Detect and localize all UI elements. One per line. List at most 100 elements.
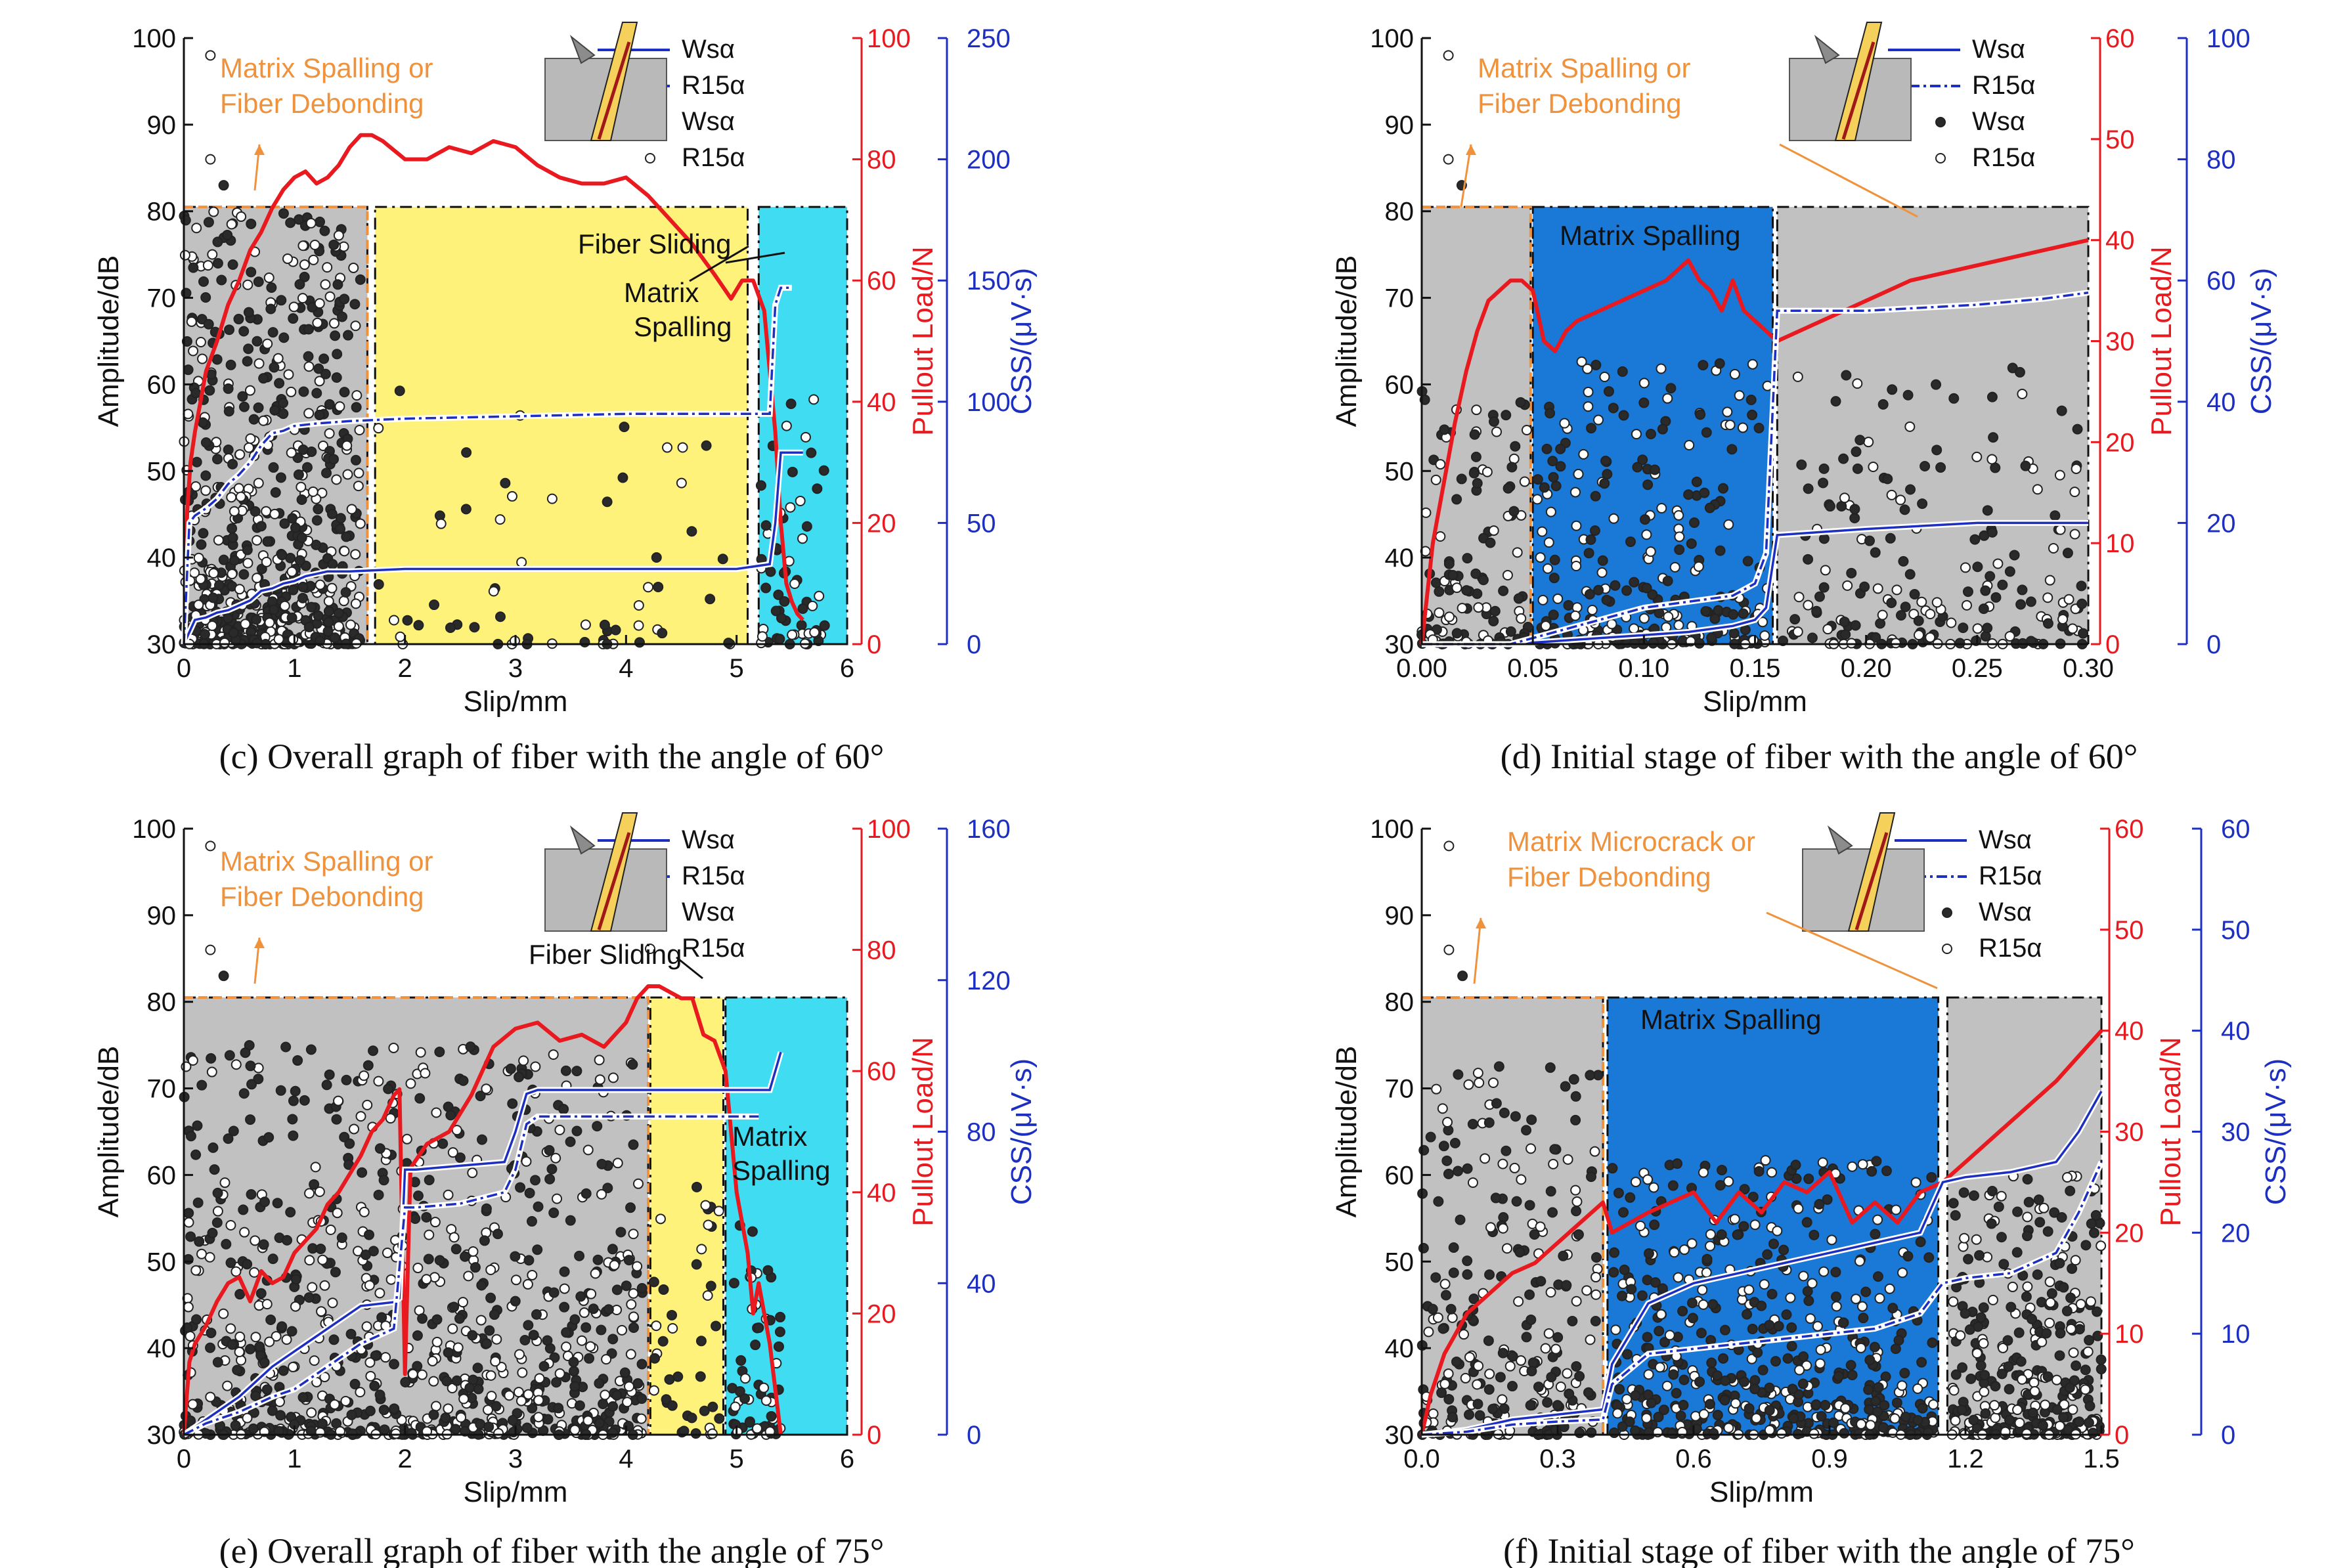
x-axis-title: Slip/mm <box>464 1476 568 1508</box>
ae-point-r15a <box>1872 583 1883 594</box>
css-axis-tick-label: 100 <box>2206 24 2250 53</box>
ae-point-wsa <box>443 1347 454 1358</box>
ae-point-wsa <box>739 1393 751 1404</box>
ae-point-wsa <box>1870 547 1881 558</box>
ae-point-wsa <box>2065 1185 2076 1196</box>
ae-point-wsa <box>209 1164 220 1175</box>
css-axis-tick-label: 80 <box>967 1118 996 1147</box>
ae-point-r15a <box>522 1278 533 1290</box>
ae-point-wsa <box>1931 379 1942 390</box>
ae-point-r15a <box>299 259 310 271</box>
ae-outlier-point <box>1443 840 1455 852</box>
ae-point-r15a <box>1972 623 1983 634</box>
ae-point-wsa <box>1778 1244 1789 1255</box>
ae-point-r15a <box>1555 1382 1566 1393</box>
ae-point-wsa <box>400 1377 411 1388</box>
ae-point-wsa <box>1547 456 1558 467</box>
ae-point-r15a <box>355 1387 366 1398</box>
ae-point-wsa <box>1510 441 1521 452</box>
ae-point-wsa <box>561 1327 572 1338</box>
ae-point-wsa <box>1539 482 1550 493</box>
ae-point-wsa <box>238 569 250 580</box>
ae-point-r15a <box>554 1124 565 1135</box>
ae-point-r15a <box>1948 1385 1960 1396</box>
ae-point-r15a <box>361 1321 372 1332</box>
ae-point-wsa <box>238 326 250 337</box>
ae-point-r15a <box>739 1373 751 1384</box>
ae-point-r15a <box>1521 425 1532 436</box>
ae-point-r15a <box>1621 1393 1633 1405</box>
ae-point-wsa <box>571 1066 582 1077</box>
ae-point-r15a <box>676 477 687 489</box>
y-tick-label: 100 <box>132 815 176 844</box>
ae-point-wsa <box>1689 517 1700 528</box>
ae-point-wsa <box>1839 1427 1850 1439</box>
ae-point-r15a <box>326 582 338 594</box>
ae-point-wsa <box>200 292 211 303</box>
ae-point-wsa <box>255 1288 267 1299</box>
ae-point-wsa <box>303 351 314 362</box>
ae-point-wsa <box>1574 1371 1585 1382</box>
ae-outlier-point <box>1443 154 1454 165</box>
ae-point-wsa <box>538 1361 550 1372</box>
ae-point-r15a <box>273 634 284 645</box>
ae-point-wsa <box>211 354 223 365</box>
ae-point-wsa <box>1585 534 1596 545</box>
ae-point-r15a <box>229 506 240 517</box>
ae-point-r15a <box>1571 1196 1583 1207</box>
ae-point-wsa <box>649 1353 661 1364</box>
ae-point-wsa <box>797 603 808 614</box>
ae-point-r15a <box>787 629 798 640</box>
ae-point-wsa <box>1739 1184 1750 1195</box>
ae-point-wsa <box>1549 554 1560 565</box>
ae-point-wsa <box>705 594 716 605</box>
ae-point-wsa <box>507 1098 518 1109</box>
ae-point-r15a <box>458 1393 470 1405</box>
ae-point-wsa <box>1667 1428 1678 1439</box>
ae-point-wsa <box>1524 1200 1535 1211</box>
ae-point-wsa <box>1858 1313 1869 1324</box>
ae-point-wsa <box>232 1364 243 1376</box>
ae-point-wsa <box>1705 1335 1717 1346</box>
ae-point-wsa <box>376 1312 387 1323</box>
ae-point-wsa <box>1501 1145 1512 1156</box>
ae-point-wsa <box>1650 1277 1661 1288</box>
ae-point-wsa <box>2054 1257 2065 1269</box>
ae-point-r15a <box>1631 429 1642 440</box>
ae-point-wsa <box>1964 1324 1975 1335</box>
ae-point-r15a <box>1516 1174 1527 1185</box>
ae-point-wsa <box>2084 1335 2095 1346</box>
ae-point-r15a <box>1543 537 1554 548</box>
ae-point-wsa <box>238 401 250 412</box>
ae-point-wsa <box>191 456 202 468</box>
ae-point-wsa <box>1798 1351 1809 1362</box>
ae-point-r15a <box>242 557 253 569</box>
ae-point-wsa <box>1935 462 1946 473</box>
region-gray <box>1776 206 2090 645</box>
ae-point-wsa <box>258 1239 269 1250</box>
ae-point-wsa <box>623 1255 634 1266</box>
ae-point-r15a <box>561 1341 572 1353</box>
ae-point-wsa <box>324 1069 335 1080</box>
ae-point-r15a <box>1481 466 1493 477</box>
ae-point-wsa <box>327 559 338 570</box>
ae-point-wsa <box>1814 591 1825 602</box>
ae-outlier-point <box>218 970 229 982</box>
ae-point-r15a <box>273 353 284 364</box>
ae-point-r15a <box>1606 619 1617 630</box>
ae-point-wsa <box>1583 1387 1594 1398</box>
ae-point-wsa <box>2096 1364 2107 1375</box>
load-axis-tick-label: 10 <box>2115 1320 2144 1349</box>
ae-point-r15a <box>207 620 218 631</box>
ae-point-r15a <box>319 1280 330 1291</box>
ae-point-r15a <box>1979 1386 1990 1397</box>
ae-point-r15a <box>1793 1203 1804 1214</box>
ae-point-wsa <box>776 613 787 624</box>
fiber-pullout-sketch-icon <box>1789 22 1912 141</box>
ae-point-wsa <box>1700 605 1711 617</box>
ae-point-r15a <box>485 1264 496 1275</box>
ae-point-wsa <box>293 469 304 480</box>
ae-point-r15a <box>1447 1312 1458 1323</box>
css-line-r15a <box>1422 291 2089 645</box>
